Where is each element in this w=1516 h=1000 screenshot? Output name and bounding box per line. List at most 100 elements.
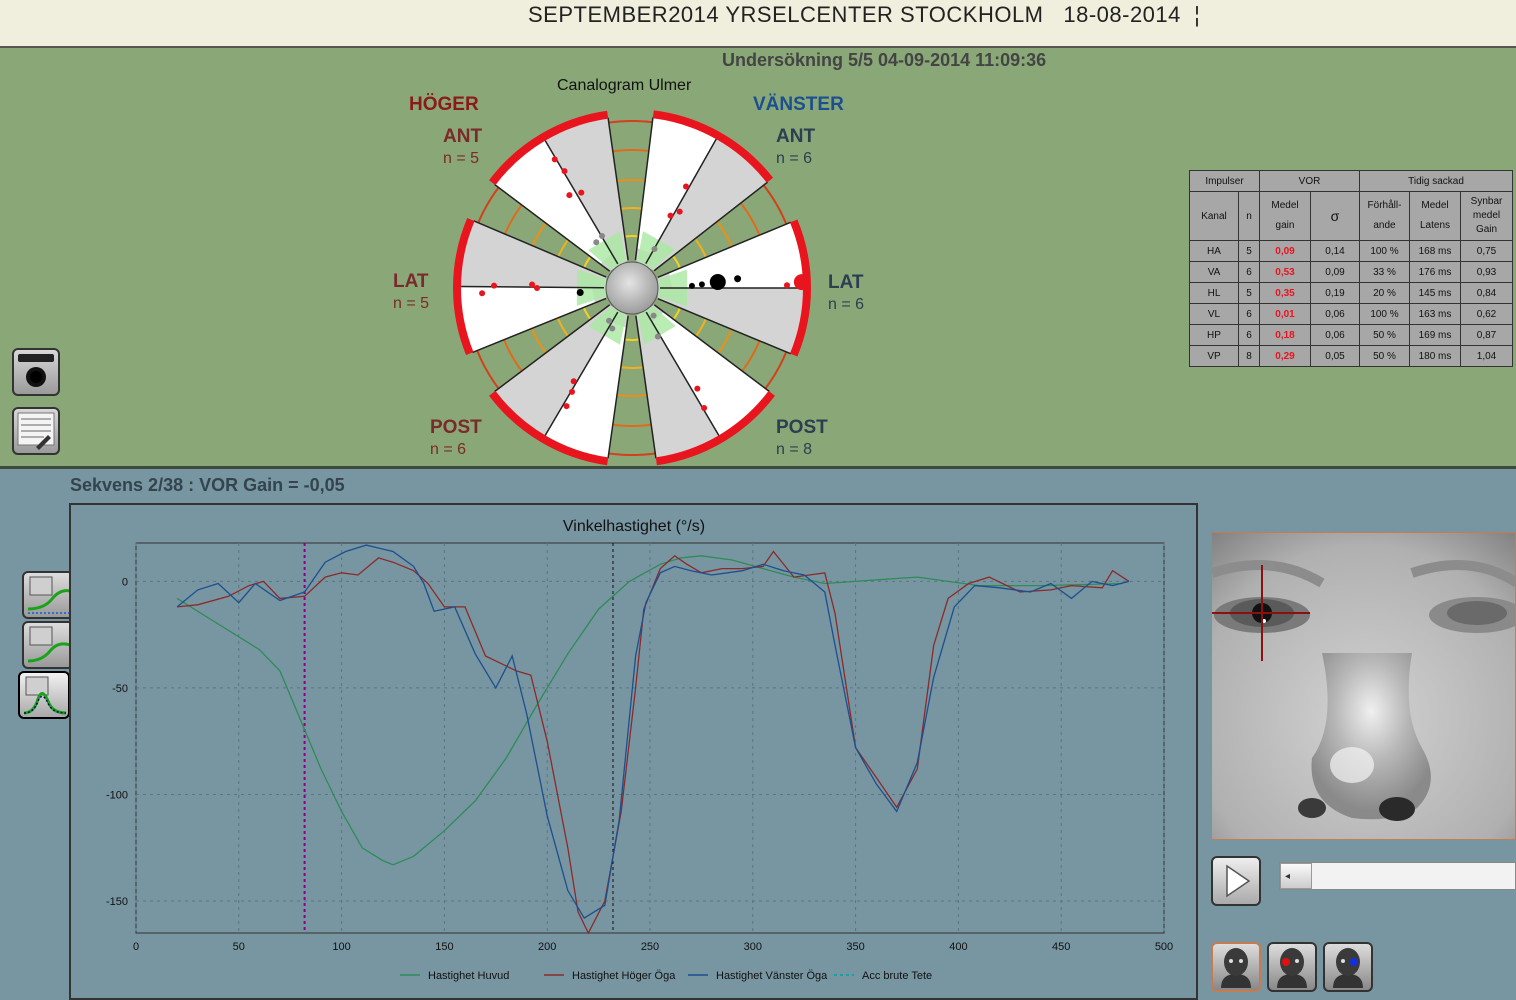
table-cell: 0,09 xyxy=(1259,240,1311,262)
table-cell: 0,09 xyxy=(1310,261,1360,283)
right-lat-edge xyxy=(473,220,607,278)
left-lat-impulse-dot xyxy=(793,274,810,291)
group-header-vor: VOR xyxy=(1259,170,1360,192)
table-cell: 0,05 xyxy=(1310,345,1360,367)
x-tick-label: 400 xyxy=(949,941,967,953)
right-ant-edge xyxy=(607,117,629,261)
exam-label: Undersökning 5/5 04-09-2014 11:09:36 xyxy=(722,50,1047,70)
table-row: VL 6 0,01 0,06 100 % 163 ms 0,62 xyxy=(1189,303,1513,325)
face-image xyxy=(1212,533,1515,839)
table-cell: 33 % xyxy=(1359,261,1410,283)
right-lat-rim xyxy=(453,218,475,356)
left-lat-edge xyxy=(657,298,792,355)
legend-label: Hastighet Huvud xyxy=(428,970,509,982)
col-header-forhallande: Förhåll- ande xyxy=(1359,191,1410,241)
table-cell: HP xyxy=(1189,324,1239,346)
left-post-axis xyxy=(645,311,720,437)
right-post-edge xyxy=(607,315,629,459)
x-tick-label: 450 xyxy=(1052,941,1070,953)
eye-camera-view xyxy=(1211,532,1516,840)
right-lat-impulse-dot xyxy=(576,289,584,297)
right-post-sector-highlight xyxy=(544,322,627,459)
left-ant-rim xyxy=(652,110,774,183)
y-tick-label: 0 xyxy=(122,576,128,588)
combined-curve-icon xyxy=(23,676,67,715)
right-ant-impulse-dot xyxy=(551,156,558,163)
right-ant-impulse-dot xyxy=(599,233,605,240)
right-lat-impulse-dot xyxy=(491,282,498,289)
impulse-stats-table: Impulser VOR Tidig sackad Kanal n Medel … xyxy=(1189,170,1513,367)
left-post-edge xyxy=(635,315,657,459)
right-post-edge xyxy=(494,304,611,393)
table-cell: 5 xyxy=(1238,282,1260,304)
velocity-chart-frame: Vinkelhastighet (°/s) 0 50 100 150 200 250 300… xyxy=(69,503,1198,1000)
face-right-eye-button[interactable] xyxy=(1267,942,1317,992)
head-curve-icon xyxy=(27,576,71,614)
legend-label: Hastighet Höger Öga xyxy=(572,970,676,982)
table-cell: VL xyxy=(1189,303,1239,325)
table-cell: VA xyxy=(1189,261,1239,283)
face-both-eyes-button[interactable] xyxy=(1211,942,1261,992)
view-eye-velocity-button[interactable] xyxy=(22,621,74,669)
x-tick-label: 500 xyxy=(1155,941,1173,953)
table-row: HL 5 0,35 0,19 20 % 145 ms 0,84 xyxy=(1189,282,1513,304)
left-ant-edge xyxy=(653,181,768,272)
table-cell: 100 % xyxy=(1359,240,1410,262)
playback-slider[interactable] xyxy=(1279,862,1516,890)
right-post-axis xyxy=(544,311,619,437)
left-lat-edge xyxy=(657,221,792,278)
camera-toggle-button[interactable] xyxy=(12,348,60,396)
face-left-eye-icon xyxy=(1333,948,1363,988)
table-row: VP 8 0,29 0,05 50 % 180 ms 1,04 xyxy=(1189,345,1513,367)
table-cell: 6 xyxy=(1238,261,1260,283)
face-left-eye-button[interactable] xyxy=(1323,942,1373,992)
left-post-count: n = 8 xyxy=(776,441,813,458)
right-ant-count: n = 5 xyxy=(443,150,480,167)
right-post-impulse-dot xyxy=(563,403,570,410)
left-lat-impulse-dot xyxy=(709,274,726,291)
table-cell: HL xyxy=(1189,282,1239,304)
play-button[interactable] xyxy=(1211,856,1261,906)
table-cell: 6 xyxy=(1238,303,1260,325)
right-lat-sector-highlight xyxy=(460,286,595,353)
slider-thumb[interactable]: ◂ xyxy=(1280,863,1312,889)
table-cell: 168 ms xyxy=(1409,240,1461,262)
view-combined-button[interactable] xyxy=(18,671,70,719)
table-cell: VP xyxy=(1189,345,1239,367)
right-ant-rim xyxy=(489,110,609,186)
table-cell: 50 % xyxy=(1359,324,1410,346)
right-post-impulse-dot xyxy=(569,388,575,395)
left-ant-edge xyxy=(634,117,654,261)
right-lat-impulse-dot xyxy=(534,285,540,291)
right-ant-impulse-dot xyxy=(561,168,568,175)
report-button[interactable] xyxy=(12,407,60,455)
right-ant-edge xyxy=(494,183,611,272)
right-ant-impulse-dot xyxy=(578,189,585,196)
series-line-2 xyxy=(176,544,1130,920)
table-cell: 0,18 xyxy=(1259,324,1311,346)
right-ant-label: ANT xyxy=(443,126,483,147)
canalogram-title: Canalogram Ulmer xyxy=(557,77,692,94)
col-header-n: n xyxy=(1238,191,1260,241)
table-cell: 0,35 xyxy=(1259,282,1311,304)
group-header-impulser: Impulser xyxy=(1189,170,1260,192)
play-icon xyxy=(1226,864,1251,898)
left-lat-impulse-dot xyxy=(734,275,742,283)
table-cell: 100 % xyxy=(1359,303,1410,325)
x-tick-label: 0 xyxy=(133,941,139,953)
left-post-label: POST xyxy=(776,417,828,438)
right-post-impulse-dot xyxy=(609,325,616,332)
left-ant-count: n = 6 xyxy=(776,150,813,167)
y-tick-label: -150 xyxy=(106,896,128,908)
table-cell: 5 xyxy=(1238,240,1260,262)
canalogram-hub xyxy=(605,261,659,315)
left-lat-impulse-dot xyxy=(688,282,695,289)
series-line-0 xyxy=(176,555,1123,866)
right-post-rim xyxy=(489,390,609,466)
view-head-velocity-button[interactable] xyxy=(22,571,74,619)
left-post-impulse-dot xyxy=(650,312,657,319)
table-row: VA 6 0,53 0,09 33 % 176 ms 0,93 xyxy=(1189,261,1513,283)
right-ant-green-zone xyxy=(588,231,627,270)
x-tick-label: 150 xyxy=(435,941,453,953)
table-row: HA 5 0,09 0,14 100 % 168 ms 0,75 xyxy=(1189,240,1513,262)
